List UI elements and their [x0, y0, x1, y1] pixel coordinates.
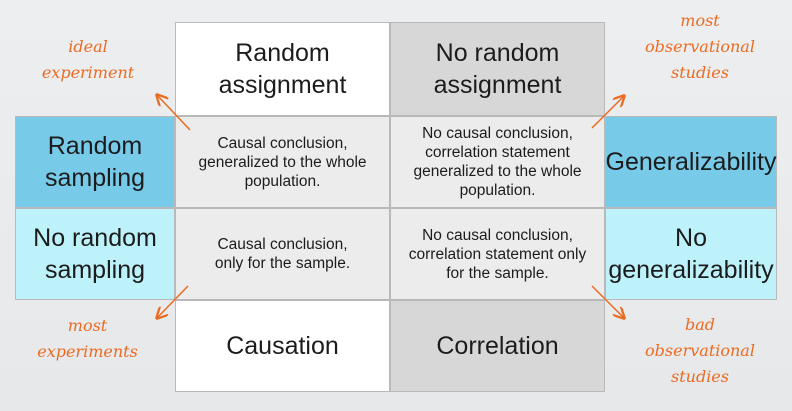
cell-correlation-generalized: No causal conclusion, correlation statem…: [390, 116, 605, 208]
right-label-no-generalizability: No generalizability: [605, 208, 777, 300]
cell-correlation-sample-only: No causal conclusion, correlation statem…: [390, 208, 605, 300]
col-header-random-assignment: Random assignment: [175, 22, 390, 116]
annotation-most-observational-studies: most observational studies: [645, 11, 755, 82]
cell-causal-sample-only: Causal conclusion, only for the sample.: [175, 208, 390, 300]
cell-causal-generalized: Causal conclusion, generalized to the wh…: [175, 116, 390, 208]
row-header-random-sampling: Random sampling: [15, 116, 175, 208]
annotation-bad-observational-studies: bad observational studies: [645, 315, 755, 386]
right-label-generalizability: Generalizability: [605, 116, 777, 208]
bottom-label-correlation: Correlation: [390, 300, 605, 392]
row-header-no-random-sampling: No random sampling: [15, 208, 175, 300]
annotation-most-experiments: most experiments: [37, 316, 138, 361]
bottom-label-causation: Causation: [175, 300, 390, 392]
annotation-ideal-experiment: ideal experiment: [41, 37, 135, 82]
col-header-no-random-assignment: No random assignment: [390, 22, 605, 116]
